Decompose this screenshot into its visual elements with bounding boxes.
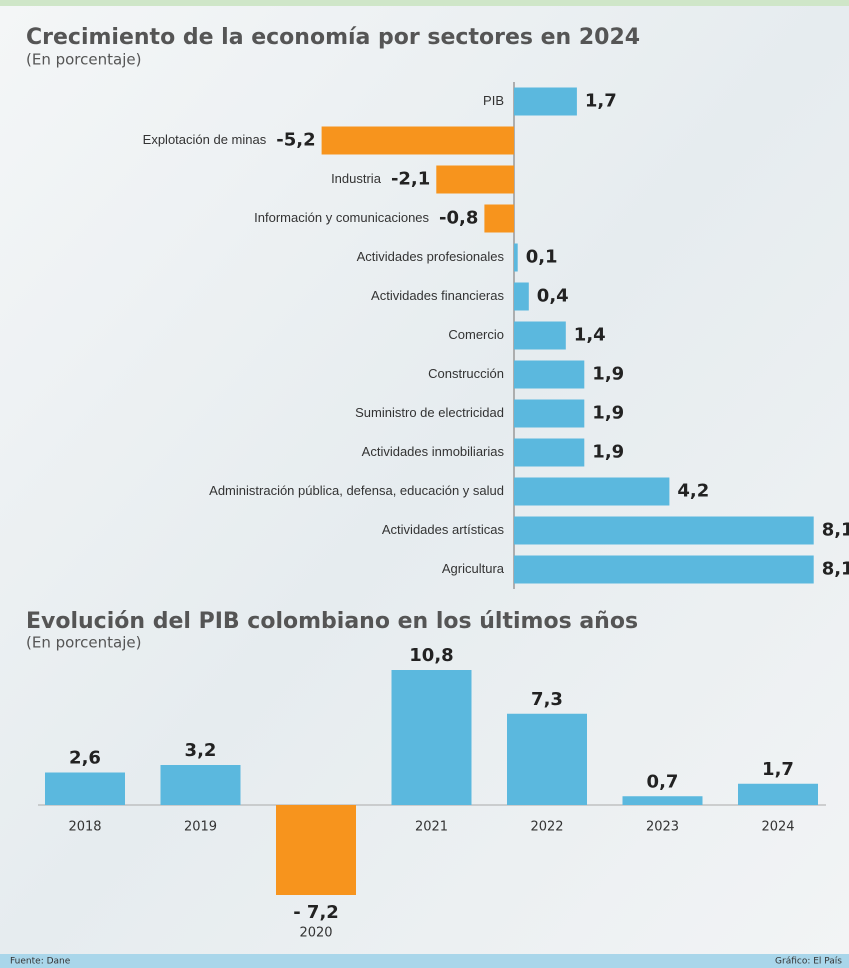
value-label: 10,8 [409,645,453,666]
bar [276,805,356,895]
bar [514,243,518,272]
bar [514,321,566,350]
category-label: Información y comunicaciones [254,210,429,225]
x-tick-label: 2021 [415,820,448,835]
source: Fuente: Dane [10,957,71,967]
category-label: Actividades financieras [371,288,504,303]
value-label: 7,3 [531,689,563,710]
category-label: Industria [331,171,382,186]
category-label: Suministro de electricidad [355,405,504,420]
category-label: Comercio [448,327,504,342]
category-label: Actividades inmobiliarias [362,444,505,459]
value-label: 2,6 [69,748,101,769]
x-tick-label: 2018 [68,820,101,835]
x-tick-label: 2024 [761,820,794,835]
x-tick-label: 2020 [299,926,332,941]
value-label: 8,1 [822,559,849,580]
value-label: 1,9 [592,442,624,463]
bar [514,555,814,584]
bar [507,713,587,805]
category-label: Construcción [428,366,504,381]
chart-subtitle: (En porcentaje) [26,51,141,69]
category-label: Agricultura [442,561,505,576]
x-tick-label: 2023 [646,820,679,835]
category-label: Actividades profesionales [357,249,505,264]
bar [622,796,703,805]
bar [514,516,814,545]
category-label: Explotación de minas [143,132,267,147]
bar [484,204,514,233]
value-label: 0,4 [537,286,569,307]
bar [514,399,585,428]
bar [514,282,529,311]
bar [321,126,514,155]
value-label: 0,1 [526,247,558,268]
bar [738,783,818,805]
bar [514,477,670,506]
x-tick-label: 2022 [530,820,563,835]
value-label: 1,7 [762,759,794,780]
bar [514,360,585,389]
bar [514,87,577,116]
value-label: - 7,2 [293,902,339,923]
category-label: PIB [483,93,504,108]
value-label: 1,7 [585,91,617,112]
bar [391,670,472,805]
value-label: 4,2 [677,481,709,502]
value-label: 1,9 [592,364,624,385]
category-label: Administración pública, defensa, educaci… [209,483,504,498]
value-label: 8,1 [822,520,849,541]
value-label: 3,2 [185,740,217,761]
bar [160,765,241,805]
value-label: 1,4 [574,325,606,346]
bar [514,438,585,467]
value-label: -0,8 [439,208,478,229]
chart-title: Evolución del PIB colombiano en los últi… [26,609,638,634]
x-tick-label: 2019 [184,820,217,835]
value-label: -5,2 [276,130,315,151]
category-label: Actividades artísticas [382,522,505,537]
chart-title: Crecimiento de la economía por sectores … [26,25,640,50]
credit: Gráfico: El País [775,957,842,967]
top-strip [0,0,849,6]
value-label: 0,7 [647,771,679,792]
value-label: -2,1 [391,169,430,190]
value-label: 1,9 [592,403,624,424]
bar [436,165,514,194]
bar [45,772,125,805]
chart-subtitle: (En porcentaje) [26,634,141,652]
footer-strip [0,954,849,968]
